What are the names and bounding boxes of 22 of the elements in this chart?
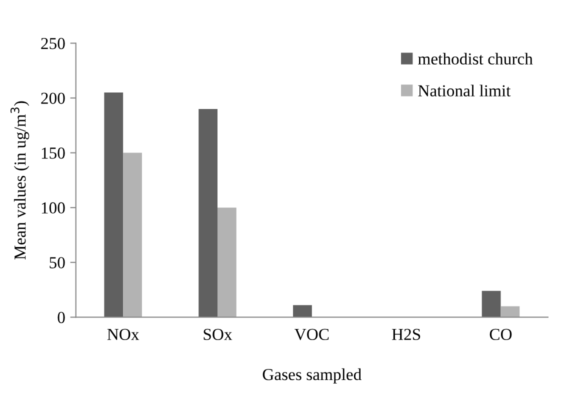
bar <box>500 306 520 318</box>
bar <box>217 208 236 318</box>
x-axis-title: Gases sampled <box>262 368 362 384</box>
legend-label: methodist church <box>418 52 533 65</box>
y-tick-label: 100 <box>42 202 65 214</box>
x-tick-label: H2S <box>392 328 420 340</box>
bar <box>293 305 312 318</box>
x-tick-label: NOx <box>107 328 140 340</box>
y-tick-label: 50 <box>50 257 65 268</box>
x-tick-label: VOC <box>294 328 329 340</box>
x-tick-label: CO <box>490 328 512 340</box>
bar <box>482 290 501 318</box>
bar <box>123 152 142 318</box>
x-tick-label: SOx <box>204 328 232 340</box>
y-tick-label: 200 <box>41 92 65 104</box>
y-tick-label: 150 <box>42 148 65 159</box>
bar <box>104 92 124 318</box>
y-tick-label: 250 <box>41 38 65 50</box>
y-tick-label: 0 <box>58 312 65 324</box>
y-axis-title: Mean values (in ug/m$^{3}$) <box>10 101 30 260</box>
bar <box>198 108 218 318</box>
legend-label: National limit <box>418 84 511 96</box>
